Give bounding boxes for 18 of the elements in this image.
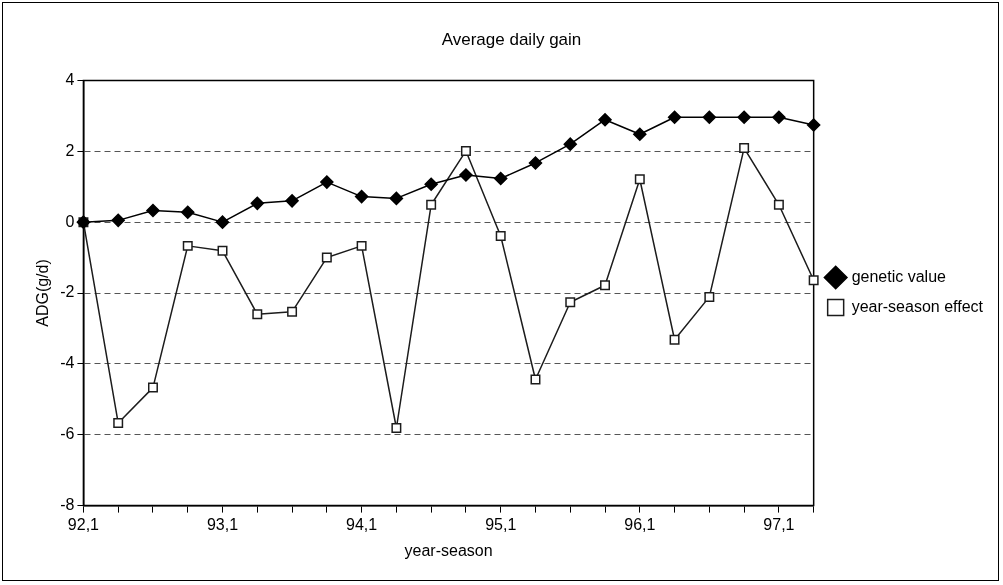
chart-title: Average daily gain	[441, 29, 582, 49]
legend-label: genetic value	[851, 267, 947, 285]
y-axis-title: ADG(g/d)	[34, 259, 52, 327]
x-tick-label: 97,1	[763, 515, 795, 533]
x-tick-label: 94,1	[346, 515, 378, 533]
x-tick-label: 95,1	[485, 515, 517, 533]
y-tick-label: -4	[60, 354, 75, 372]
y-tick-label: 4	[65, 70, 75, 88]
y-tick-label: -8	[60, 496, 75, 514]
x-tick-label: 93,1	[206, 515, 239, 533]
y-tick-label: -2	[60, 283, 75, 301]
y-tick-label: 0	[65, 212, 75, 230]
x-tick-label: 92,1	[67, 515, 100, 533]
y-tick-label: 2	[65, 141, 75, 159]
x-tick-label: 96,1	[624, 515, 656, 533]
y-tick-label: -6	[60, 425, 75, 443]
legend-label: year-season effect	[851, 297, 984, 315]
x-axis-title: year-season	[404, 541, 493, 559]
